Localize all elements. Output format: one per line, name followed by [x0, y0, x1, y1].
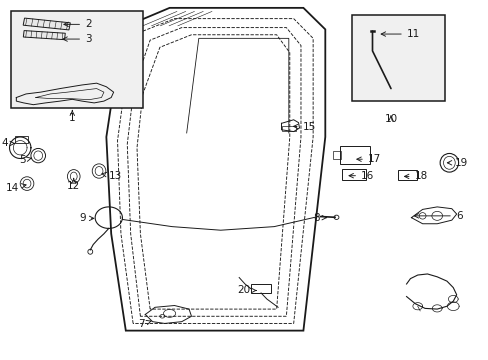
Bar — [23, 18, 70, 30]
Text: 11: 11 — [380, 29, 419, 39]
Text: 19: 19 — [447, 158, 467, 168]
Text: 6: 6 — [413, 211, 462, 221]
Text: 18: 18 — [404, 171, 427, 181]
Bar — [250, 284, 271, 293]
Text: 20: 20 — [237, 285, 256, 296]
Text: 3: 3 — [63, 34, 91, 44]
Text: 9: 9 — [79, 213, 94, 223]
Text: 10: 10 — [384, 114, 397, 124]
Bar — [397, 170, 416, 180]
Text: 16: 16 — [348, 171, 373, 181]
FancyBboxPatch shape — [351, 15, 444, 101]
Text: 7: 7 — [138, 319, 151, 329]
Text: 12: 12 — [67, 178, 80, 191]
Text: 17: 17 — [356, 154, 380, 164]
Bar — [339, 146, 369, 164]
Text: 14: 14 — [6, 183, 26, 193]
Bar — [332, 151, 341, 159]
Bar — [15, 136, 27, 143]
Text: 5: 5 — [19, 155, 31, 165]
Text: 15: 15 — [293, 122, 315, 132]
Text: 1: 1 — [69, 111, 76, 123]
Bar — [23, 31, 65, 40]
Text: 4: 4 — [1, 139, 14, 148]
Bar — [281, 126, 296, 131]
Text: 13: 13 — [102, 171, 122, 181]
Text: 8: 8 — [313, 213, 326, 222]
Bar — [342, 169, 365, 180]
Text: 2: 2 — [64, 19, 91, 30]
FancyBboxPatch shape — [11, 12, 142, 108]
